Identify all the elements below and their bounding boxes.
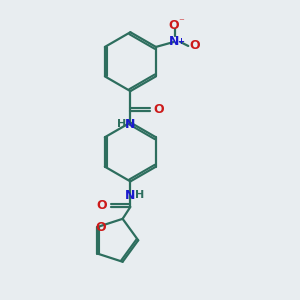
Text: +: + — [177, 37, 184, 46]
Text: ⁻: ⁻ — [178, 17, 184, 27]
Text: O: O — [95, 220, 106, 233]
Text: O: O — [154, 103, 164, 116]
Text: O: O — [97, 200, 107, 212]
Text: N: N — [125, 189, 136, 202]
Text: H: H — [117, 119, 126, 130]
Text: O: O — [190, 40, 200, 52]
Text: N: N — [169, 34, 180, 48]
Text: O: O — [168, 19, 179, 32]
Text: H: H — [135, 190, 144, 200]
Text: N: N — [125, 118, 136, 131]
